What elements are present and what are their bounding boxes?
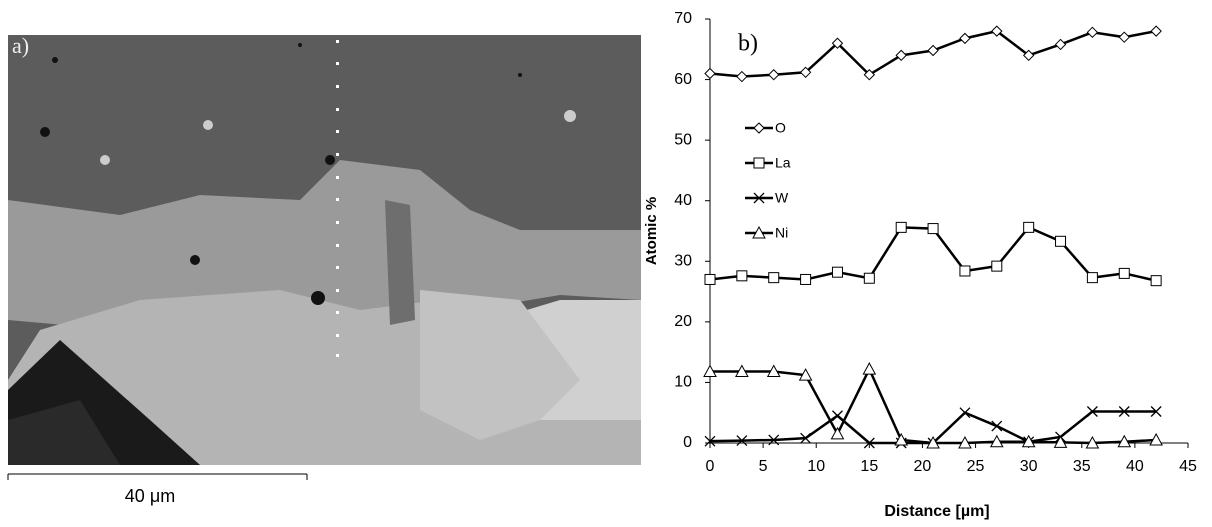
panel-label: a) [12,33,29,58]
data-point [830,426,845,440]
y-tick-label: 0 [683,434,692,451]
legend-label: W [775,190,789,206]
data-point [768,272,780,284]
data-point [736,70,748,83]
legend-marker [753,122,765,134]
x-tick-label: 35 [1073,458,1091,475]
data-point [895,49,907,62]
data-point [832,410,843,422]
x-axis-label: Distance [µm] [884,503,989,520]
scan-points [336,40,339,357]
data-point [1054,38,1067,51]
series-line [710,366,1157,445]
data-point [959,265,971,277]
data-point [704,67,716,80]
data-point [1118,31,1130,43]
data-point [1150,25,1162,37]
data-point [1053,435,1068,448]
y-tick-label: 30 [674,253,692,270]
data-point [959,407,971,419]
data-point [768,434,780,446]
data-point [1150,406,1162,417]
data-point [863,437,875,449]
data-point [799,66,812,79]
data-point [862,362,877,375]
data-point [926,435,940,449]
data-point [800,273,812,285]
data-point [1149,432,1163,446]
data-point [991,420,1003,432]
legend-label: Ni [775,225,788,241]
data-point [863,69,876,81]
data-point [991,260,1003,272]
data-point [735,364,749,378]
legend-label: O [775,120,786,136]
x-tick-label: 10 [807,458,825,475]
legend-marker [752,225,766,239]
x-tick-label: 0 [706,458,715,475]
legend-marker [753,192,765,204]
x-tick-label: 40 [1126,458,1144,475]
chart: 0 10 20 30 40 50 60 70 0 5 10 15 20 25 30 35 40 45 Distanc… [643,10,1197,520]
data-point [863,272,875,284]
data-point [927,44,939,57]
data-point [927,223,939,235]
panel-label: b) [738,31,758,57]
data-point [894,432,909,446]
data-point [1150,275,1162,287]
x-tick-label: 25 [967,458,985,475]
data-point [736,435,748,447]
y-tick-label: 10 [674,374,692,391]
data-point [798,368,813,381]
data-point [800,432,812,444]
data-point [991,25,1003,37]
data-point [704,273,716,285]
y-axis-label: Atomic % [643,197,660,265]
legend-label: La [775,155,791,171]
data-point [1118,267,1130,279]
data-point [831,37,844,49]
data-point [1022,49,1035,62]
x-tick-label: 5 [759,458,768,475]
data-point [958,435,972,449]
data-point [1086,406,1098,417]
data-point [704,435,716,447]
data-point [1118,406,1130,417]
data-point [1085,435,1100,449]
data-point [1055,235,1067,247]
data-point [831,266,843,278]
data-point [736,270,748,282]
data-point [989,434,1004,448]
y-tick-label: 40 [674,192,692,209]
x-tick-label: 20 [914,458,932,475]
scale-bar-label: 40 μm [125,486,175,506]
x-tick-label: 15 [860,458,878,475]
data-point [959,32,971,45]
data-point [766,364,781,378]
data-point [1086,26,1099,39]
x-tick-label: 45 [1179,458,1197,475]
data-point [1021,434,1036,448]
data-point [768,69,780,81]
x-tick-label: 30 [1020,458,1038,475]
y-tick-label: 60 [674,71,692,88]
y-tick-label: 70 [674,10,692,27]
data-point [895,221,907,233]
y-tick-label: 50 [674,131,692,148]
data-point [1023,221,1035,233]
legend-marker [753,157,765,169]
y-tick-label: 20 [674,313,692,330]
data-point [1117,434,1132,448]
micrograph: a) [8,33,641,465]
data-point [1086,272,1098,284]
data-point [703,364,717,378]
